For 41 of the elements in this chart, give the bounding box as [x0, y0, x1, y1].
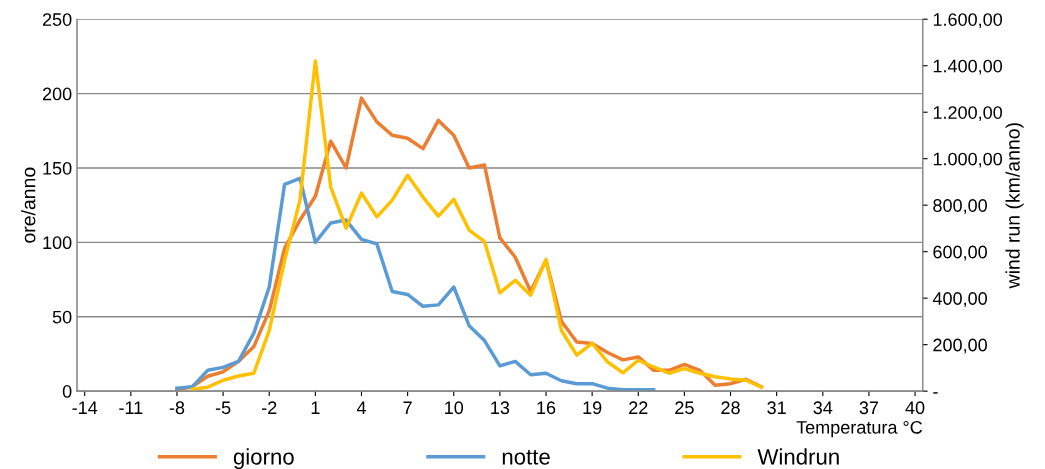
x-tick-label: 7	[403, 401, 412, 414]
x-axis-title: Temperatura °C	[796, 420, 923, 438]
x-tick-label: -2	[262, 401, 277, 414]
y2-tick-label: 800,00	[933, 199, 987, 215]
x-tick-label: 31	[767, 401, 786, 415]
line-series	[175, 176, 656, 392]
x-tick-label: -5	[215, 401, 231, 415]
y-axis-title: ore/anno	[21, 167, 36, 243]
y-tick-label: 200	[42, 87, 72, 101]
x-tick-label: 37	[859, 401, 879, 415]
y-tick-label: 50	[52, 310, 72, 324]
legend-label: giorno	[233, 448, 294, 469]
x-tick-label: 34	[813, 401, 833, 415]
y2-tick-label: 1.600,00	[933, 13, 1003, 29]
y-tick-label: 0	[62, 385, 72, 398]
y2-tick-label: 1.400,00	[933, 59, 1003, 75]
y-tick-label: 150	[43, 161, 72, 175]
x-tick-label: 22	[629, 401, 648, 414]
x-tick-label: 28	[721, 401, 740, 415]
legend-label: notte	[502, 450, 550, 465]
x-tick-label: -11	[119, 401, 143, 414]
x-tick-label: 10	[445, 401, 464, 415]
x-tick-label: 19	[583, 401, 602, 415]
x-tick-label: 40	[905, 401, 925, 415]
y-tick-label: 100	[43, 236, 72, 250]
x-tick-label: -8	[169, 401, 185, 415]
y2-axis-title: wind run (km/anno)	[1005, 123, 1024, 289]
y2-tick-label: 200,00	[933, 338, 987, 354]
y2-tick-label: 400,00	[932, 292, 987, 308]
legend-label: Windrun	[757, 448, 839, 465]
x-tick-label: 16	[537, 401, 556, 415]
y2-tick-label: 1.200,00	[933, 106, 1003, 122]
y2-tick-label: 1.000,00	[933, 152, 1003, 168]
x-tick-label: 13	[491, 401, 510, 415]
x-tick-label: 1	[311, 401, 320, 414]
y2-tick-label: 600,00	[933, 245, 987, 261]
x-tick-label: -14	[72, 401, 98, 414]
y2-tick-label: -	[933, 392, 938, 394]
x-tick-label: 4	[356, 401, 366, 414]
x-tick-label: 25	[675, 401, 694, 415]
y-tick-label: 250	[42, 13, 72, 26]
